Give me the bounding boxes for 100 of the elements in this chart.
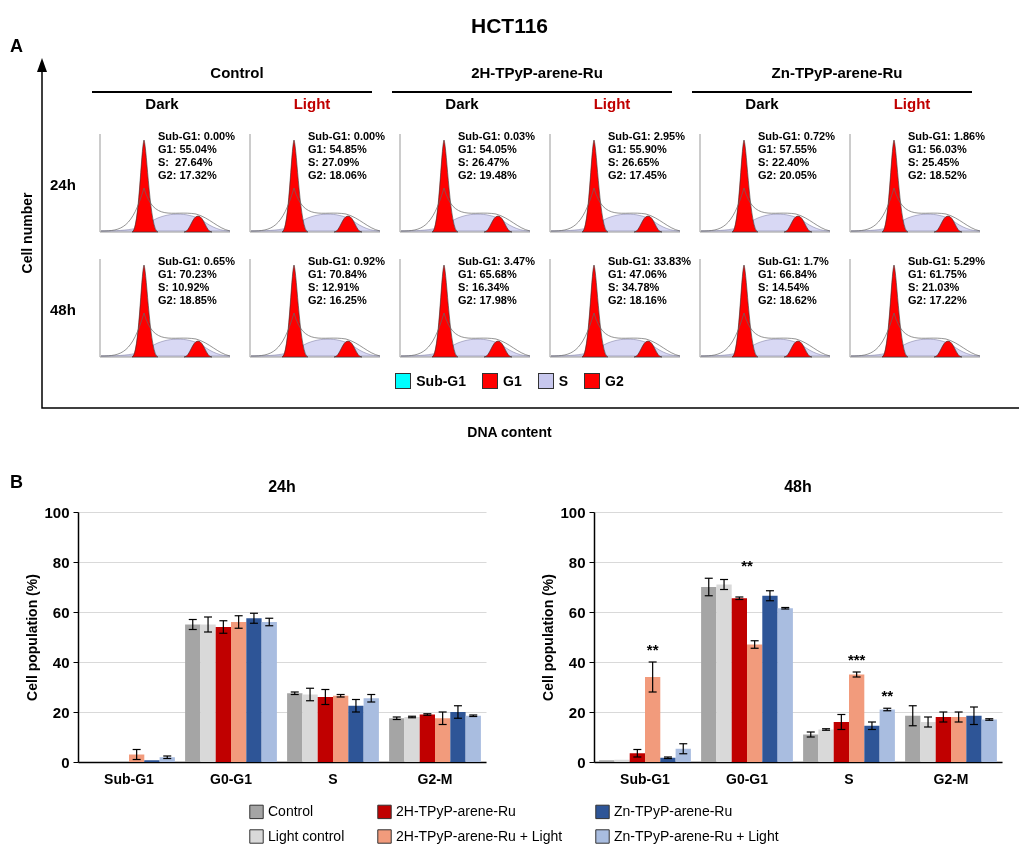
bar [849, 674, 865, 762]
x-tick-label: S [328, 770, 338, 787]
text: Sub-G1: 2.95% G1: 55.90% S: 26.65% G2: 17.45% [608, 130, 686, 182]
text: Cell number [19, 191, 35, 276]
y-tick-label: 80 [52, 553, 70, 571]
chart-title: 48h [784, 478, 812, 495]
chart-title: 24h [268, 478, 296, 495]
y-tick-label: 20 [52, 703, 70, 721]
legend-label: 2H-TPyP-arene-Ru + Light [396, 827, 563, 844]
y-tick-label: 40 [52, 653, 70, 671]
y-tick-label: 80 [568, 553, 586, 571]
category-label: S [558, 373, 569, 389]
text: Light [592, 95, 632, 112]
text: Light [292, 95, 332, 112]
text: Sub-G1: 0.65% G1: 70.23% S: 10.92% G2: 18.85% [158, 255, 236, 307]
text: Sub-G1: 0.00% G1: 55.04% S: 27.64% G2: 17.32% [158, 130, 236, 182]
annotation: *** [847, 651, 866, 668]
text: Light [892, 95, 932, 112]
x-tick-label: G2-M [933, 770, 969, 787]
bar [920, 722, 936, 762]
bar [246, 618, 262, 762]
text: Sub-G1: 5.29% G1: 61.75% S: 21.03% G2: 17.22% [908, 255, 986, 307]
y-tick-label: 40 [568, 653, 586, 671]
bar [450, 712, 466, 762]
y-axis-title: Cell population (%) [540, 574, 557, 701]
y-tick-label: 0 [577, 753, 586, 771]
bar [762, 595, 778, 762]
bar [215, 627, 231, 762]
bar [864, 725, 880, 762]
bar [645, 677, 661, 762]
x-tick-label: S [844, 770, 854, 787]
category-label: Sub-G1 [416, 373, 467, 389]
bar [879, 709, 895, 762]
bar [981, 719, 997, 762]
text: Sub-G1: 1.86% G1: 56.03% S: 25.45% G2: 18.52% [908, 130, 986, 182]
legend-label: Zn-TPyP-arene-Ru + Light [614, 827, 779, 844]
bar [747, 644, 763, 762]
annotation: ** [741, 557, 753, 575]
bar [935, 717, 951, 762]
bar [302, 694, 318, 762]
bar [803, 734, 819, 762]
bar [614, 759, 630, 762]
y-tick-label: 20 [568, 703, 586, 721]
y-tick-label: 100 [560, 503, 586, 521]
text: A [10, 36, 23, 57]
bar [701, 587, 717, 762]
bar [404, 717, 420, 762]
y-axis-title: Cell population (%) [24, 574, 41, 701]
bar [389, 718, 405, 762]
bar [287, 693, 303, 762]
text: Sub-G1: 0.92% G1: 70.84% S: 12.91% G2: 16.25% [308, 255, 386, 307]
category-label: G2 [605, 373, 624, 389]
x-tick-label: Sub-G1 [104, 770, 155, 787]
bar [966, 715, 982, 762]
annotation: ** [646, 641, 659, 658]
bar [818, 729, 834, 762]
text: Sub-G1: 1.7% G1: 66.84% S: 14.54% G2: 18.62% [758, 255, 829, 307]
text: 48h [50, 301, 76, 318]
text: Sub-G1: 0.03% G1: 54.05% S: 26.47% G2: 19.48% [458, 130, 536, 182]
text: 2H-TPyP-arene-Ru [470, 64, 604, 81]
text: Sub-G1: 33.83% G1: 47.06% S: 34.78% G2: 18.16% [608, 255, 692, 307]
text: Sub-G1: 0.00% G1: 54.85% S: 27.09% G2: 18.06% [308, 130, 386, 182]
text: Sub-G1: 3.47% G1: 65.68% S: 16.34% G2: 17.98% [458, 255, 536, 307]
legend-label: 2H-TPyP-arene-Ru [396, 802, 516, 819]
bar [905, 715, 921, 762]
y-tick-label: 100 [44, 503, 70, 521]
x-tick-label: Sub-G1 [620, 770, 671, 787]
y-tick-label: 60 [52, 603, 70, 621]
text: Dark [444, 95, 480, 112]
bar [231, 622, 247, 762]
text: 24h [50, 176, 76, 193]
x-tick-label: G2-M [417, 770, 453, 787]
bar [363, 698, 379, 762]
x-tick-label: G0-G1 [725, 770, 769, 787]
text: Sub-G1: 0.72% G1: 57.55% S: 22.40% G2: 20.05% [758, 130, 836, 182]
text: B [10, 472, 23, 493]
bar [333, 695, 349, 762]
text: Control [209, 64, 265, 81]
bar [951, 717, 967, 762]
bar [716, 584, 732, 762]
bar [465, 715, 481, 762]
bar [777, 608, 793, 762]
legend-label: Control [268, 802, 314, 819]
bar [317, 697, 333, 762]
y-tick-label: 60 [568, 603, 586, 621]
legend-label: Light control [268, 827, 345, 844]
text: Dark [144, 95, 180, 112]
bar [675, 748, 691, 762]
x-tick-label: G0-G1 [209, 770, 253, 787]
text: Dark [744, 95, 780, 112]
bar [185, 624, 201, 762]
bar [261, 622, 277, 762]
legend-label: Zn-TPyP-arene-Ru [614, 802, 733, 819]
text: HCT116 [470, 14, 549, 37]
category-label: G1 [503, 373, 522, 389]
bar [435, 718, 451, 762]
text: DNA content [466, 424, 553, 440]
bar [200, 624, 216, 762]
annotation: ** [881, 687, 894, 705]
bar [731, 598, 747, 762]
